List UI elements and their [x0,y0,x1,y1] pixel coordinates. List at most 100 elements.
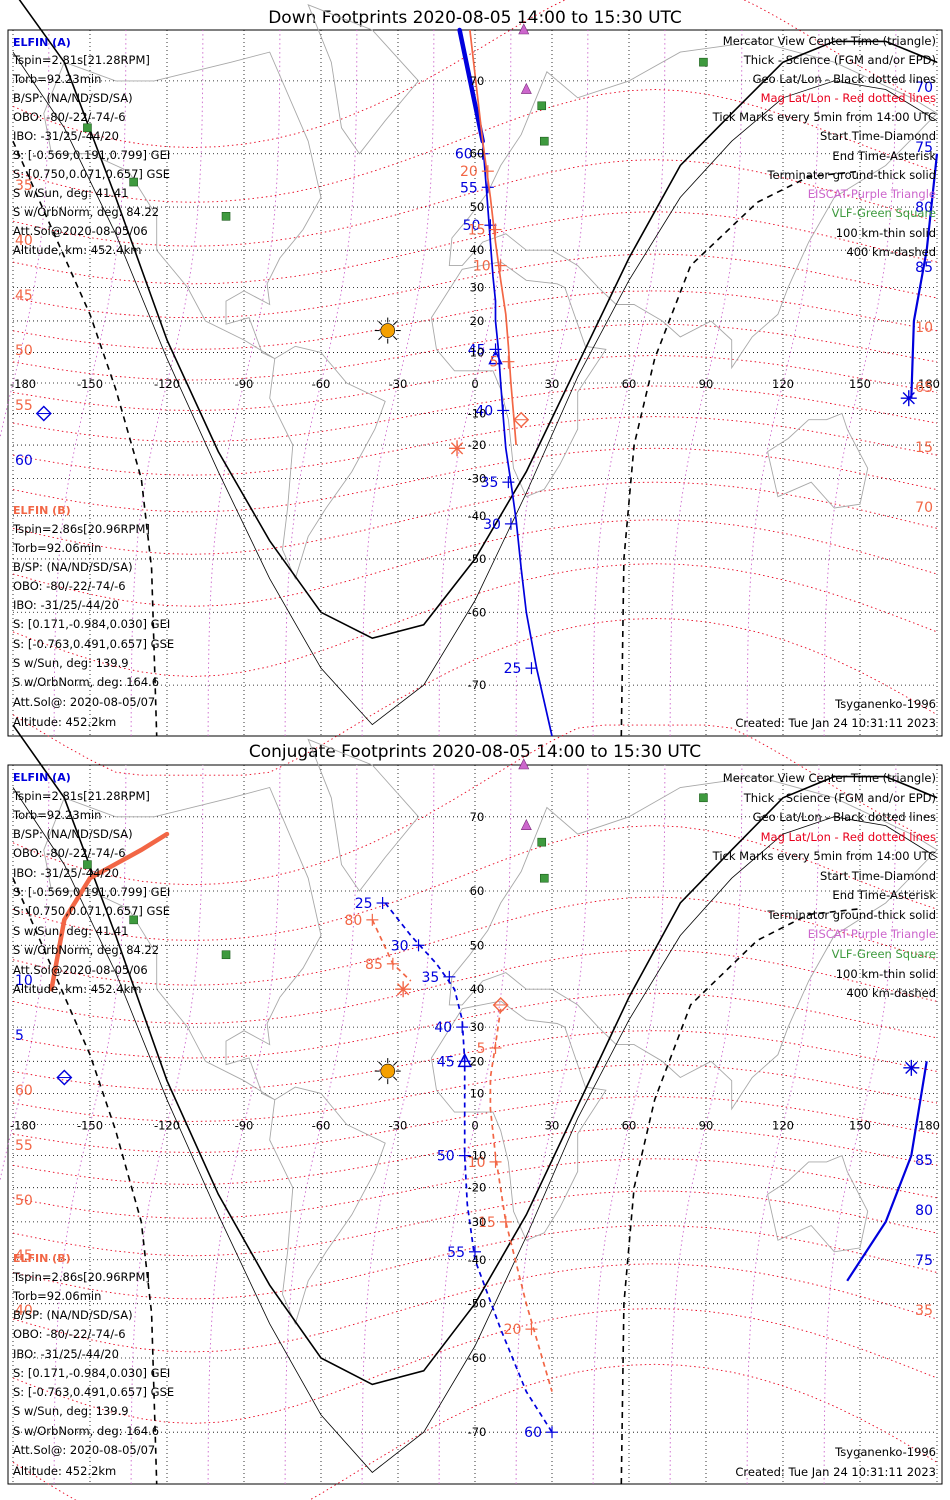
info-line: Torb=92.23min [12,808,101,822]
start-diamond [513,411,530,428]
edge-track-label: 85 [915,1153,933,1169]
conjugate-footprints-panel: Conjugate Footprints 2020-08-05 14:00 to… [0,724,943,1500]
lat-tick-label: 10 [470,345,485,359]
lat-tick-label: -60 [468,1351,487,1365]
lon-tick-label: 60 [622,1119,637,1133]
info-line: Tspin=2.81s[21.28RPM] [12,53,150,67]
panel-title: Conjugate Footprints 2020-08-05 14:00 to… [249,742,701,762]
info-line: Att.Sol@2020-08-05/06 [13,224,148,238]
lat-tick-label: 70 [470,74,485,88]
legend-item: End Time-Asterisk [832,149,936,163]
mag-parallel [12,563,938,677]
vlf-site-marker [129,915,138,925]
lon-tick-label: -150 [77,1119,103,1133]
edge-track-label: 10 [15,973,33,989]
edge-track-label: 70 [915,500,933,516]
time-tick-label: 40 [475,403,493,419]
lon-tick-label: -60 [312,377,331,391]
mag-meridian [515,29,589,737]
lon-tick-label: -120 [154,377,180,391]
sun-icon [380,323,396,338]
lat-tick-label: 30 [470,1020,485,1034]
info-line: Tspin=2.86s[20.96RPM] [12,522,150,536]
time-tick-label: 20 [460,164,478,180]
vlf-site-marker [699,793,708,803]
edge-track-label: 65 [915,380,933,396]
lat-tick-label: -10 [468,1149,487,1163]
coastline [43,786,322,1101]
lat-tick-label: 60 [470,884,485,898]
info-line: S: [-0.569,0.191,0.799] GEI [13,885,170,899]
lat-tick-label: 10 [470,1086,485,1100]
mag-grid [0,724,938,1500]
edge-track-label: 15 [915,440,933,456]
mag-parallel [12,724,938,886]
time-tick-label: 85 [365,957,383,973]
footer-model: Tsyganenko-1996 [834,697,936,711]
coastline [269,1086,386,1326]
coastline [430,1000,607,1241]
coastline [448,776,938,1111]
eiscat-site-marker [518,23,530,35]
legend-item: Mag Lat/Lon - Red dotted lines [761,91,936,105]
coastline [448,40,938,370]
legend: Mercator View Center Time (triangle) Thi… [712,34,937,259]
coastline [307,738,420,892]
footprint-tracks: 60 55 50 45 40 35 30 25 20 15 10 5 [35,27,939,737]
science-segment [846,1061,928,1282]
vlf-site-marker [129,177,138,187]
legend-item: Terminator ground-thick solid [766,168,936,182]
down-footprints-panel: Down Footprints 2020-08-05 14:00 to 15:3… [0,0,943,776]
terminators [12,0,938,737]
info-line: S: [-0.763,0.491,0.657] GSE [13,637,174,651]
panel-title: Down Footprints 2020-08-05 14:00 to 15:3… [268,8,682,28]
mag-meridian [0,29,50,440]
mag-meridian [361,764,435,1485]
lat-tick-label: -60 [468,605,487,619]
sun-ray [378,321,383,326]
eiscat-site-marker [520,82,532,94]
sun-ray [393,1076,398,1081]
time-tick-label: 55 [460,180,478,196]
info-line: S: [-0.763,0.491,0.657] GSE [13,1385,174,1399]
legend-item: Thick - Science (FGM and/or EPD) [743,791,936,805]
lat-tick-label: 70 [470,810,485,824]
info-line: IBO: -31/25/-44/20 [13,598,119,612]
info-line: Altitude: 452.2km [13,715,116,729]
coastline [269,345,386,580]
terminator-100km [12,787,938,1473]
edge-track-label: 40 [15,1303,33,1319]
science-segment [910,153,939,399]
lon-tick-label: 0 [471,377,478,391]
mag-meridian [207,29,281,737]
vlf-site-marker [699,57,708,67]
edge-track-label: 50 [15,1193,33,1209]
lon-tick-label: 90 [699,1119,714,1133]
legend-item: End Time-Asterisk [832,888,936,902]
time-tick-label: 60 [524,1425,542,1441]
lon-tick-label: 120 [772,377,794,391]
info-line: IBO: -31/25/-44/20 [13,129,119,143]
sun-ray [378,335,383,341]
info-line: OBO: -80/-22/-74/-6 [13,1327,126,1341]
info-line: S: [0.750,0.071,0.657] GSE [13,167,170,181]
elfin-a-info: ELFIN (A) Tspin=2.81s[21.28RPM] Torb=92.… [12,36,170,257]
lon-tick-label: -30 [389,377,408,391]
lat-tick-label: -50 [468,552,487,566]
time-tick-label: 20 [504,1322,522,1338]
lat-tick-label: 30 [470,280,485,294]
lon-tick-label: 30 [545,377,560,391]
elfin-a-info: ELFIN (A) Tspin=2.81s[21.28RPM] Torb=92.… [12,771,170,996]
end-asterisk [902,392,915,405]
elfin-b-info: ELFIN (B) Tspin=2.86s[20.96RPM] Torb=92.… [12,1252,174,1478]
info-line: Att.Sol@: 2020-08-05/07 [13,695,155,709]
legend-item: Geo Lat/Lon - Black dotted lines [753,810,936,824]
legend-item: Start Time-Diamond [820,129,936,143]
end-asterisk [396,983,410,996]
info-line: Altitude: 452.2km [13,1464,116,1478]
time-tick-label: 45 [468,342,486,358]
time-tick-label: 55 [447,1245,465,1261]
elfin-a-name: ELFIN (A) [13,36,71,49]
lat-tick-label: -20 [468,1181,487,1195]
